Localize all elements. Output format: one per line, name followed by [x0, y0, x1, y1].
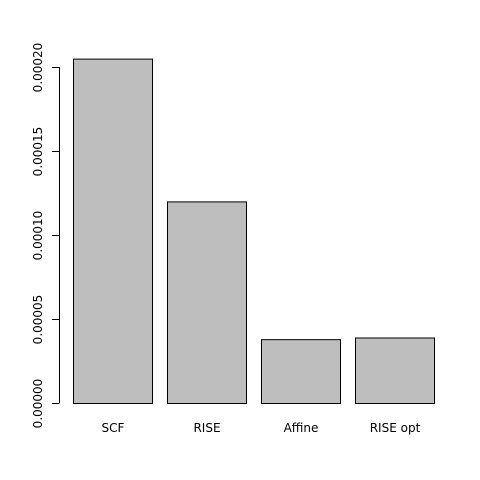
x-tick-label-scf: SCF: [102, 421, 125, 435]
x-tick-label-affine: Affine: [284, 421, 319, 435]
y-tick-label: 0.00000: [31, 379, 45, 429]
bar-scf: [73, 58, 153, 404]
y-tick-label: 0.00005: [31, 295, 45, 345]
x-axis-labels: SCF RISE Affine RISE opt: [102, 421, 421, 435]
bar-rise: [167, 201, 247, 404]
x-tick-label-rise: RISE: [193, 421, 220, 435]
bar-rise-opt: [355, 337, 435, 405]
y-tick-label: 0.00015: [31, 127, 45, 177]
x-tick-label-rise-opt: RISE opt: [370, 421, 421, 435]
y-axis: 0.00000 0.00005 0.00010 0.00015 0.00020: [31, 43, 60, 429]
bars-group: [73, 58, 435, 405]
bar-affine: [261, 339, 341, 405]
y-tick-label: 0.00010: [31, 211, 45, 261]
y-tick-label: 0.00020: [31, 43, 45, 93]
